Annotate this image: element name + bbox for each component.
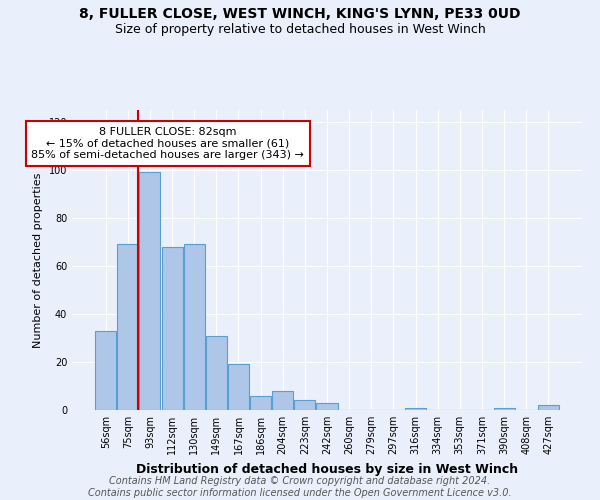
Text: 8, FULLER CLOSE, WEST WINCH, KING'S LYNN, PE33 0UD: 8, FULLER CLOSE, WEST WINCH, KING'S LYNN…: [79, 8, 521, 22]
Bar: [95, 331, 116, 410]
Text: Size of property relative to detached houses in West Winch: Size of property relative to detached ho…: [115, 22, 485, 36]
Bar: [184, 244, 205, 410]
Bar: [118, 244, 139, 410]
Bar: [538, 405, 559, 410]
Bar: [295, 400, 316, 410]
Bar: [272, 391, 293, 410]
Bar: [405, 408, 426, 410]
Bar: [139, 172, 160, 410]
Bar: [316, 403, 338, 410]
Text: Contains HM Land Registry data © Crown copyright and database right 2024.
Contai: Contains HM Land Registry data © Crown c…: [88, 476, 512, 498]
Bar: [250, 396, 271, 410]
Text: 8 FULLER CLOSE: 82sqm
← 15% of detached houses are smaller (61)
85% of semi-deta: 8 FULLER CLOSE: 82sqm ← 15% of detached …: [31, 127, 304, 160]
Y-axis label: Number of detached properties: Number of detached properties: [33, 172, 43, 348]
X-axis label: Distribution of detached houses by size in West Winch: Distribution of detached houses by size …: [136, 462, 518, 475]
Bar: [494, 408, 515, 410]
Bar: [161, 247, 182, 410]
Bar: [206, 336, 227, 410]
Bar: [228, 364, 249, 410]
